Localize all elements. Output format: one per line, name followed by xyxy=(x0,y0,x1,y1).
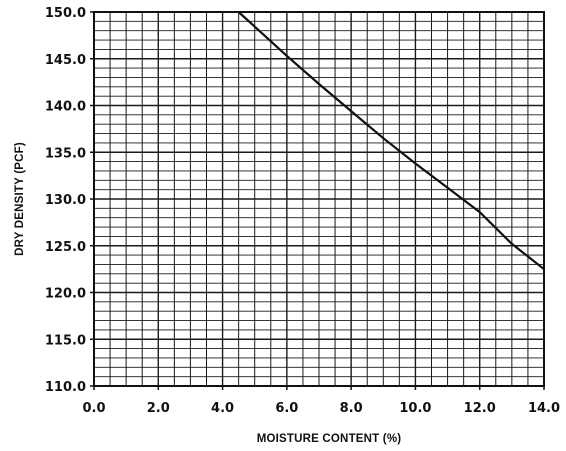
y-tick-label: 125.0 xyxy=(45,240,86,255)
y-tick-label: 120.0 xyxy=(45,287,86,302)
y-tick-label: 130.0 xyxy=(45,193,86,208)
y-tick-label: 150.0 xyxy=(45,6,86,21)
data-series-line xyxy=(237,11,545,270)
x-tick-label: 12.0 xyxy=(464,401,496,416)
y-axis-title: DRY DENSITY (PCF) xyxy=(14,142,26,256)
x-tick-label: 0.0 xyxy=(82,401,105,416)
y-tick-label: 115.0 xyxy=(45,333,86,348)
y-tick-label: 140.0 xyxy=(45,100,86,115)
y-axis-ticks: 110.0 115.0 120.0 125.0 130.0 135.0 140.0 145.0… xyxy=(45,6,94,395)
x-tick-label: 2.0 xyxy=(147,401,170,416)
x-tick-label: 10.0 xyxy=(399,401,431,416)
y-tick-label: 110.0 xyxy=(45,380,86,395)
x-tick-label: 4.0 xyxy=(211,401,234,416)
x-tick-label: 6.0 xyxy=(275,401,298,416)
x-axis-ticks: 0.0 2.0 4.0 6.0 8.0 10.0 12.0 14.0 xyxy=(82,386,560,416)
x-tick-label: 8.0 xyxy=(340,401,363,416)
x-axis-title: MOISTURE CONTENT (%) xyxy=(257,433,402,445)
y-tick-label: 145.0 xyxy=(45,53,86,68)
x-tick-label: 14.0 xyxy=(528,401,560,416)
y-tick-label: 135.0 xyxy=(45,146,86,161)
